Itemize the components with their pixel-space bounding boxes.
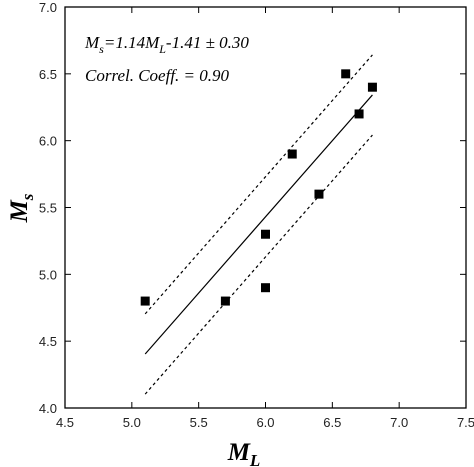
data-point bbox=[261, 283, 270, 293]
y-tick-label: 7.0 bbox=[39, 0, 57, 15]
equation-annotation: Ms=1.14ML-1.41 ± 0.30 bbox=[84, 33, 249, 56]
data-point bbox=[261, 229, 270, 239]
lower-bound-line bbox=[144, 134, 373, 395]
correlation-annotation: Correl. Coeff. = 0.90 bbox=[85, 66, 230, 85]
x-tick-label: 6.5 bbox=[323, 415, 341, 430]
x-axis-title: ML bbox=[227, 439, 261, 467]
data-point bbox=[354, 109, 364, 119]
y-tick-label: 4.5 bbox=[39, 334, 57, 349]
data-point bbox=[367, 82, 377, 92]
y-tick-label: 5.5 bbox=[39, 201, 57, 216]
axis-ticks: 4.5 5.0 5.5 6.0 6.5 7.0 7.54.04.55.05.56.06.57… bbox=[39, 0, 474, 430]
y-tick-label: 6.5 bbox=[39, 67, 57, 82]
data-point bbox=[341, 69, 351, 79]
fit-line bbox=[144, 94, 373, 355]
data-point bbox=[140, 296, 150, 306]
data-point bbox=[314, 189, 324, 199]
y-tick-label: 4.0 bbox=[39, 401, 57, 416]
y-tick-label: 5.0 bbox=[39, 267, 57, 282]
x-tick-label: 7.0 bbox=[390, 415, 408, 430]
upper-bound-line bbox=[144, 54, 373, 315]
data-point bbox=[220, 296, 230, 306]
fit-lines bbox=[144, 54, 373, 395]
x-tick-label: 7.5 bbox=[457, 415, 474, 430]
data-points bbox=[140, 69, 377, 306]
x-tick-label: 6.0 bbox=[256, 415, 274, 430]
y-axis-title: Ms bbox=[6, 193, 37, 223]
x-tick-label: 4.5 bbox=[56, 415, 74, 430]
data-point bbox=[287, 149, 297, 159]
y-tick-label: 6.0 bbox=[39, 134, 57, 149]
x-tick-label: 5.0 bbox=[123, 415, 141, 430]
x-tick-label: 5.5 bbox=[190, 415, 208, 430]
